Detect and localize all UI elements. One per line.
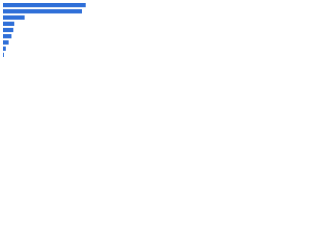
bar xyxy=(3,27,14,33)
bar xyxy=(3,34,12,39)
bar xyxy=(3,9,82,14)
bar xyxy=(3,21,15,26)
page: {"chart_data": {"type": "bar", "orientat… xyxy=(0,0,100,71)
bar xyxy=(3,40,9,45)
bar xyxy=(3,46,6,51)
chart xyxy=(3,2,86,58)
bar xyxy=(3,2,86,8)
bar xyxy=(3,52,4,58)
bar xyxy=(3,15,25,20)
